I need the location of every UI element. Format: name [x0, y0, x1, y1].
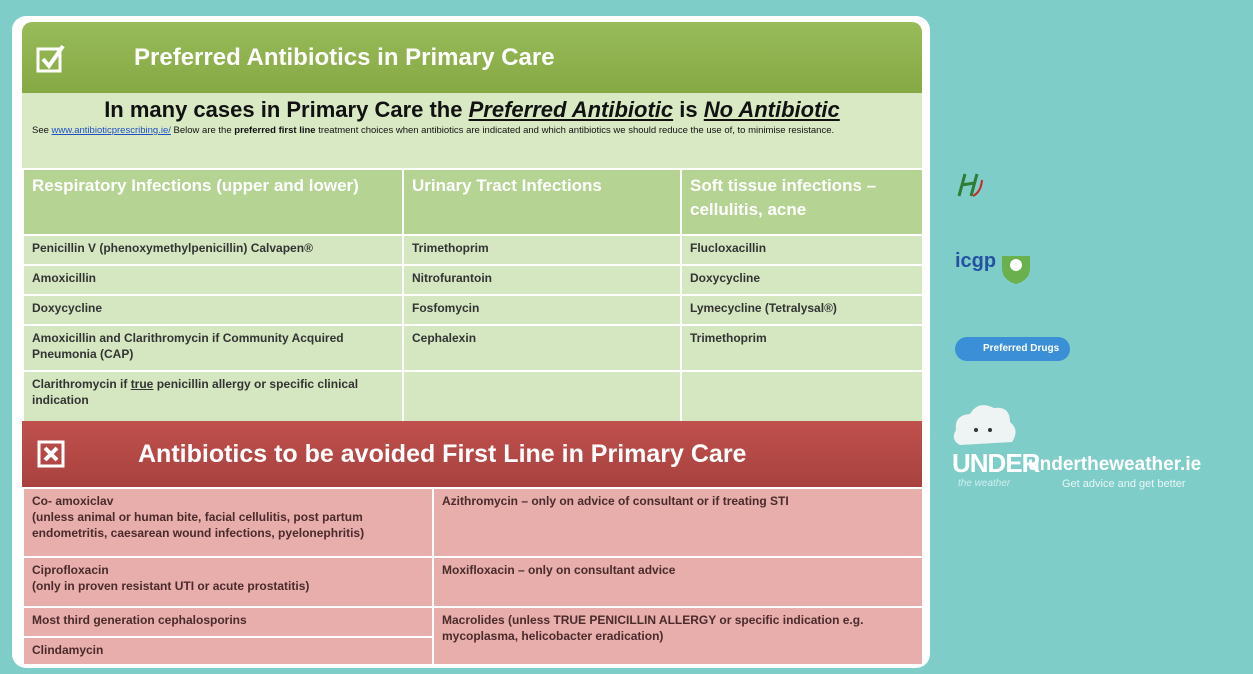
avoid-title: Antibiotics to be avoided First Line in …	[138, 439, 747, 468]
cell-text: true	[130, 377, 154, 391]
cell: Ciprofloxacin (only in proven resistant U…	[22, 556, 434, 608]
intro-text: Below are the	[170, 125, 235, 136]
icgp-shield	[1002, 256, 1030, 284]
site-name: undertheweather.ie	[1028, 454, 1202, 475]
headline-text: Preferred Antibiotic	[468, 97, 674, 122]
intro-text: See www.antibioticprescribing.ie/ Below …	[22, 123, 922, 138]
cell: Flucloxacillin	[680, 234, 924, 266]
intro-text: treatment choices when antibiotics are i…	[315, 125, 835, 136]
cross-icon	[37, 440, 65, 468]
headline-text: is	[673, 97, 704, 122]
cell: Most third generation cephalosporins	[22, 606, 434, 638]
cell: Doxycycline	[22, 294, 404, 326]
headline-text: In many cases in Primary Care the	[104, 97, 469, 122]
cell-text: penicillin allergy or specific clinical …	[32, 377, 359, 407]
cell: Co- amoxiclav (unless animal or human bit…	[22, 487, 434, 558]
the-weather: the weather	[958, 478, 1011, 489]
column-header: Respiratory Infections (upper and lower)	[22, 168, 404, 236]
cell: Fosfomycin	[402, 294, 682, 326]
cell: Amoxicillin	[22, 264, 404, 296]
preferred-header: Preferred Antibiotics in Primary Care	[22, 22, 922, 93]
intro-text: See	[32, 125, 52, 136]
avoid-table: Co- amoxiclav (unless animal or human bit…	[22, 487, 924, 666]
cell: Cephalexin	[402, 324, 682, 372]
preferred-title: Preferred Antibiotics in Primary Care	[134, 43, 555, 71]
empty-cell	[402, 370, 682, 424]
drug: Ciprofloxacin	[32, 563, 109, 577]
hse-logo	[957, 173, 983, 197]
drug: Co- amoxiclav	[32, 494, 114, 508]
cell: Clindamycin	[22, 636, 434, 666]
cell: Nitrofurantoin	[402, 264, 682, 296]
link[interactable]: www.antibioticprescribing.ie/	[51, 125, 171, 136]
intro-text: preferred first line	[234, 125, 316, 136]
headline-text: No Antibiotic	[703, 97, 840, 122]
avoid-header: Antibiotics to be avoided First Line in …	[22, 421, 922, 487]
preferred-drugs-badge: Preferred Drugs	[955, 337, 1070, 361]
cell: Doxycycline	[680, 264, 924, 296]
under-logo: UNDER	[952, 448, 1040, 478]
cell: Lymecycline (Tetralysal®)	[680, 294, 924, 326]
cell-text: Clarithromycin if	[32, 377, 131, 391]
intro: In many cases in Primary Care the Prefer…	[22, 93, 922, 168]
cell: Azithromycin – only on advice of consult…	[432, 487, 924, 558]
column-header: Soft tissue infections – cellulitis, acn…	[680, 168, 924, 236]
poster: Preferred Antibiotics in Primary Care In…	[12, 16, 930, 668]
cell: Trimethoprim	[402, 234, 682, 266]
check-icon	[36, 44, 65, 72]
cell: Macrolides (unless TRUE PENICILLIN ALLER…	[432, 606, 924, 666]
cell: Moxifloxacin – only on consultant advice	[432, 556, 924, 608]
empty-cell	[680, 370, 924, 424]
headline: In many cases in Primary Care the Prefer…	[22, 97, 922, 123]
note: (only in proven resistant UTI or acute p…	[32, 579, 310, 593]
cell: Clarithromycin if true penicillin allerg…	[22, 370, 404, 424]
icgp-logo: icgp	[955, 250, 997, 272]
note: (unless animal or human bite, facial cel…	[32, 510, 365, 540]
tagline: Get advice and get better	[1062, 478, 1186, 490]
cloud-icon	[953, 405, 1016, 445]
cell: Amoxicillin and Clarithromycin if Commun…	[22, 324, 404, 372]
preferred-table: Respiratory Infections (upper and lower)…	[22, 168, 924, 424]
column-header: Urinary Tract Infections	[402, 168, 682, 236]
cell: Penicillin V (phenoxymethylpenicillin) C…	[22, 234, 404, 266]
cell: Trimethoprim	[680, 324, 924, 372]
